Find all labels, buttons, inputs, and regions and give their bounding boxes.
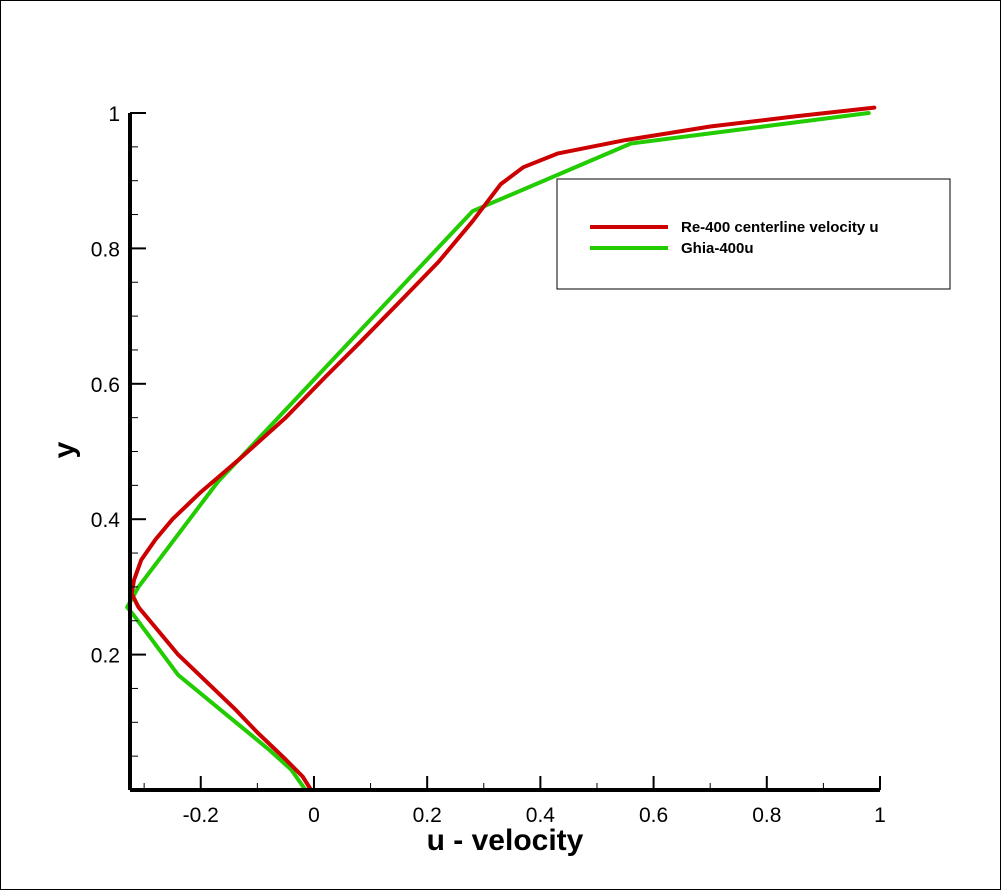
- y-tick-label: 0.6: [91, 374, 120, 397]
- series-line-re400: [129, 105, 877, 792]
- plot-lines: [125, 105, 877, 792]
- series-line-ghia400: [125, 111, 871, 792]
- x-tick-label: 0.6: [639, 804, 668, 827]
- x-ticks: -0.2 0 0.2 0.4 0.6 0.8 1: [143, 776, 886, 827]
- y-tick-label: 1: [108, 103, 120, 126]
- x-tick-label: 0: [308, 804, 320, 827]
- y-tick-label: 0.4: [91, 509, 121, 532]
- legend-label-ghia400: Ghia-400u: [681, 240, 754, 257]
- legend-box: [556, 178, 951, 290]
- x-axis-title: u - velocity: [427, 824, 584, 857]
- x-tick-label: 0.2: [413, 804, 442, 827]
- y-tick-label: 0.2: [91, 645, 120, 668]
- legend: Re-400 centerline velocity u Ghia-400u: [556, 178, 951, 290]
- x-tick-label: 1: [874, 804, 886, 827]
- y-tick-label: 0.8: [91, 238, 120, 261]
- y-ticks: 0.2 0.4 0.6 0.8 1: [91, 103, 146, 757]
- x-tick-label: 0.4: [526, 804, 556, 827]
- y-axis-title: y: [48, 441, 81, 458]
- x-tick-label: -0.2: [183, 804, 219, 827]
- x-tick-label: 0.8: [752, 804, 781, 827]
- legend-label-re400: Re-400 centerline velocity u: [681, 219, 879, 236]
